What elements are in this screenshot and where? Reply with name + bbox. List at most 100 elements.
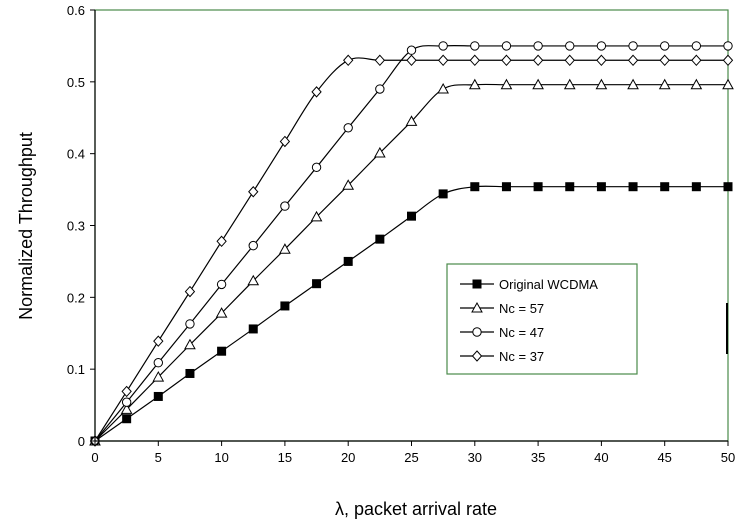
data-point: [248, 240, 258, 251]
data-point: [343, 54, 354, 67]
data-point: [406, 45, 417, 55]
series-2: [89, 78, 734, 446]
data-point: [216, 279, 227, 290]
data-point: [627, 78, 639, 90]
data-point: [628, 41, 638, 51]
data-point: [153, 358, 164, 368]
x-tick-label: 20: [341, 450, 355, 465]
data-point: [122, 414, 132, 424]
data-point: [343, 256, 353, 266]
data-point: [565, 41, 575, 51]
legend-marker: [472, 279, 482, 289]
data-point: [375, 234, 385, 244]
axes: 0 5 10 15 20 25 30 35 40 45 50 0 0.1 0.2 0.3 0.4 0.5 0.6: [67, 3, 735, 465]
legend-entry: Nc = 57: [460, 301, 544, 316]
data-point: [121, 385, 132, 398]
data-point: [437, 54, 449, 67]
data-point: [690, 78, 703, 90]
data-point: [248, 185, 259, 198]
series-1: [90, 182, 733, 446]
data-point: [500, 78, 513, 90]
data-point: [215, 307, 228, 318]
data-point: [501, 41, 512, 51]
x-tick-label: 45: [657, 450, 671, 465]
data-point: [533, 182, 543, 192]
data-point: [438, 41, 448, 51]
x-tick-label: 15: [278, 450, 292, 465]
data-point: [691, 54, 702, 67]
data-point: [532, 78, 544, 90]
data-point: [405, 115, 418, 126]
data-point: [596, 54, 607, 67]
data-point: [723, 41, 733, 51]
data-point: [374, 146, 386, 158]
data-point: [628, 182, 638, 192]
data-point: [406, 54, 417, 67]
y-tick-label: 0.4: [67, 147, 85, 162]
data-point: [596, 41, 607, 51]
legend-marker: [471, 301, 483, 313]
series-line: [94, 83, 728, 442]
series-4: [89, 54, 734, 447]
x-axis-title: λ, packet arrival rate: [335, 499, 497, 519]
series-line: [94, 45, 728, 442]
data-point: [501, 54, 512, 67]
data-point: [691, 41, 702, 51]
x-tick-label: 25: [404, 450, 418, 465]
data-point: [533, 41, 543, 51]
y-tick-label: 0.6: [67, 3, 85, 18]
y-tick-label: 0.1: [67, 362, 85, 377]
data-point: [660, 182, 670, 192]
data-point: [470, 41, 480, 51]
data-point: [468, 78, 481, 90]
data-point: [501, 182, 511, 192]
data-point: [564, 54, 575, 67]
data-point: [311, 86, 322, 98]
data-point: [184, 285, 196, 298]
x-tick-label: 35: [531, 450, 545, 465]
data-point: [596, 182, 606, 192]
data-point: [280, 201, 290, 211]
data-point: [185, 368, 195, 378]
y-tick-label: 0.3: [67, 219, 85, 234]
x-tick-label: 0: [91, 450, 98, 465]
data-point: [279, 243, 291, 254]
data-point: [375, 84, 385, 94]
data-point: [595, 78, 608, 90]
legend-label: Nc = 37: [499, 349, 544, 364]
legend-label: Nc = 57: [499, 301, 544, 316]
y-tick-label: 0.5: [67, 75, 85, 90]
legend-entry: Nc = 37: [460, 349, 544, 364]
data-point: [565, 182, 575, 192]
legend-label: Original WCDMA: [499, 277, 598, 292]
data-point: [343, 123, 353, 133]
data-point: [563, 78, 576, 90]
data-point: [437, 82, 449, 94]
data-point: [312, 279, 322, 289]
data-point: [342, 179, 355, 190]
y-tick-label: 0: [78, 434, 85, 449]
data-point: [310, 210, 323, 222]
data-point: [247, 274, 260, 286]
data-point: [659, 54, 670, 67]
data-point: [660, 41, 670, 51]
legend-marker: [471, 350, 483, 362]
data-point: [120, 403, 133, 414]
data-point: [691, 182, 701, 192]
data-point: [216, 235, 227, 248]
x-tick-label: 5: [155, 450, 162, 465]
data-point: [438, 189, 448, 199]
data-point: [280, 301, 290, 311]
data-point: [121, 397, 132, 407]
data-point: [184, 338, 196, 350]
y-tick-label: 0.2: [67, 290, 85, 305]
data-point: [248, 324, 258, 334]
legend-label: Nc = 47: [499, 325, 544, 340]
x-tick-label: 10: [214, 450, 228, 465]
data-point: [374, 54, 386, 67]
data-point: [152, 371, 165, 382]
legend-entry: Original WCDMA: [460, 277, 598, 292]
data-point: [279, 135, 291, 148]
data-point: [470, 182, 480, 192]
